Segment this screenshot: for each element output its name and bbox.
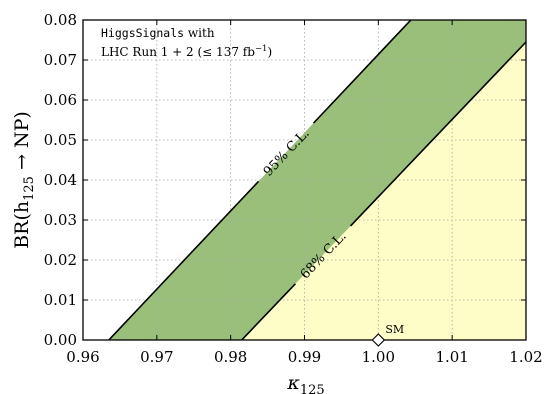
y-tick-label: 0.02 xyxy=(44,251,77,269)
y-tick-label: 0.05 xyxy=(44,131,77,149)
y-tick-label: 0.04 xyxy=(44,171,77,189)
y-tick-label: 0.07 xyxy=(44,51,77,69)
y-axis-prefix: BR(h xyxy=(11,201,33,249)
x-tick-label: 1.02 xyxy=(509,348,542,366)
boundary-95-c-l xyxy=(107,180,260,340)
y-tick-label: 0.08 xyxy=(44,11,77,29)
boundary-68-c-l xyxy=(349,40,526,227)
points: SM xyxy=(371,323,404,347)
point-sm xyxy=(371,333,386,347)
y-tick-label: 0.06 xyxy=(44,91,77,109)
x-axis-title: κ125 xyxy=(286,372,324,394)
legend-superscript: −1 xyxy=(255,44,268,54)
x-tick-label: 1.00 xyxy=(362,348,395,366)
x-tick-label: 0.97 xyxy=(140,348,173,366)
y-tick-labels: 0.00 0.01 0.02 0.03 0.04 0.05 0.06 0.07 0.08 xyxy=(44,11,77,349)
y-tick-label: 0.00 xyxy=(44,331,77,349)
y-axis-suffix: → NP) xyxy=(11,111,33,176)
boundary-68-c-l xyxy=(240,283,296,340)
legend-code-name: HiggsSignals xyxy=(101,26,184,40)
legend-line-1: HiggsSignals with xyxy=(101,26,215,40)
x-axis-subscript: 125 xyxy=(300,383,325,394)
grid xyxy=(83,20,526,340)
x-tick-label: 0.96 xyxy=(66,348,99,366)
x-axis-symbol: κ xyxy=(286,372,300,394)
y-axis-title: BR(h125 → NP) xyxy=(11,111,37,249)
x-tick-labels: 0.96 0.97 0.98 0.99 1.00 1.01 1.02 xyxy=(66,348,542,366)
legend-line-2: LHC Run 1 + 2 (≤ 137 fb−1) xyxy=(101,44,272,59)
legend: HiggsSignals with LHC Run 1 + 2 (≤ 137 f… xyxy=(101,26,272,59)
confidence-boundaries xyxy=(107,20,526,340)
x-tick-label: 0.99 xyxy=(288,348,321,366)
boundary-95-c-l xyxy=(312,20,412,124)
legend-run-text: LHC Run 1 + 2 (≤ 137 fb xyxy=(101,45,255,59)
x-tick-label: 1.01 xyxy=(435,348,468,366)
y-tick-label: 0.03 xyxy=(44,211,77,229)
y-axis-subscript: 125 xyxy=(22,176,37,201)
legend-close: ) xyxy=(267,45,272,59)
point-label-sm: SM xyxy=(385,323,404,336)
x-tick-label: 0.98 xyxy=(214,348,247,366)
y-tick-label: 0.01 xyxy=(44,291,77,309)
legend-with: with xyxy=(184,26,215,40)
